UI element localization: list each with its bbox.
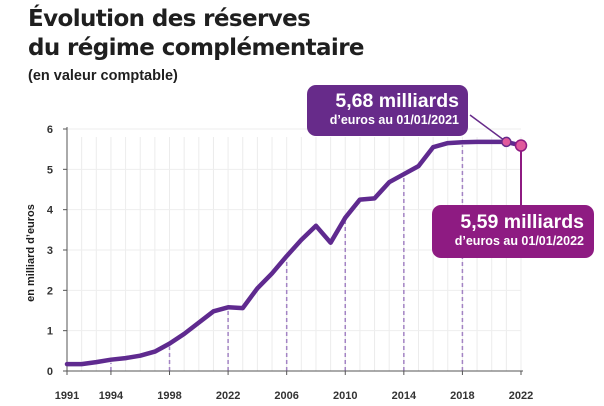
x-tick-label-1: 1994 bbox=[99, 390, 124, 402]
x-tick-label-8: 2022 bbox=[509, 390, 533, 402]
callout-2021-pointer bbox=[469, 114, 507, 143]
callout-2021: 5,68 milliards d’euros au 01/01/2021 bbox=[307, 85, 468, 136]
y-tick-label-5: 5 bbox=[47, 164, 53, 176]
x-tick-label-7: 2018 bbox=[450, 390, 474, 402]
y-tick-label-1: 1 bbox=[47, 326, 53, 338]
callout-2021-detail: d’euros au 01/01/2021 bbox=[329, 113, 459, 127]
callout-2022-detail: d’euros au 01/01/2022 bbox=[454, 234, 584, 248]
y-tick-label-0: 0 bbox=[47, 366, 53, 378]
highlight-marker-2021 bbox=[501, 136, 512, 148]
chart-title-line-1: Évolution des réserves bbox=[28, 6, 311, 32]
chart-subtitle: (en valeur comptable) bbox=[28, 68, 178, 84]
callout-2022-value: 5,59 milliards bbox=[460, 211, 584, 233]
y-tick-label-6: 6 bbox=[47, 124, 53, 136]
y-tick-label-3: 3 bbox=[47, 245, 53, 257]
series-line-reserves bbox=[64, 139, 524, 367]
y-tick-label-2: 2 bbox=[47, 285, 53, 297]
x-tick-label-3: 2022 bbox=[216, 390, 240, 402]
x-tick-label-6: 2014 bbox=[392, 390, 417, 402]
x-tick-label-0: 1991 bbox=[55, 390, 79, 402]
y-tick-label-4: 4 bbox=[47, 205, 54, 217]
callout-2022: 5,59 milliards d’euros au 01/01/2022 bbox=[432, 205, 594, 258]
x-tick-label-2: 1998 bbox=[157, 390, 181, 402]
x-tick-label-4: 2006 bbox=[274, 390, 298, 402]
callout-2021-value: 5,68 milliards bbox=[335, 90, 459, 112]
x-tick-label-5: 2010 bbox=[333, 390, 357, 402]
highlight-marker-2022 bbox=[514, 139, 528, 152]
chart-title-line-2: du régime complémentaire bbox=[28, 35, 365, 61]
